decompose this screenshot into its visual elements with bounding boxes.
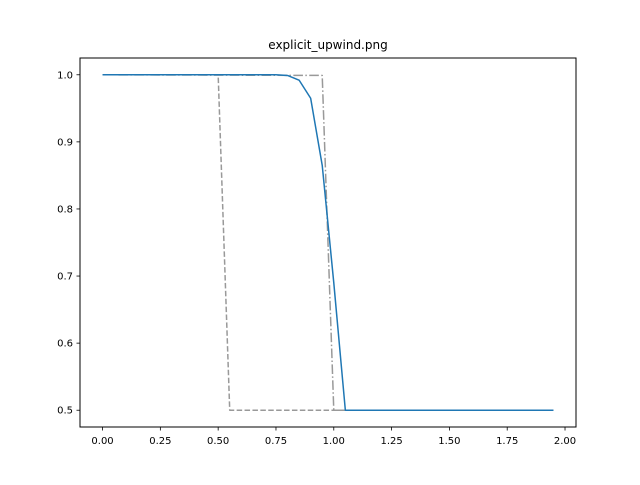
x-tick-label: 1.50 xyxy=(438,436,460,447)
y-axis: 0.5 0.6 0.7 0.8 0.9 1.0 xyxy=(57,70,80,417)
x-tick-label: 0.50 xyxy=(207,436,229,447)
series-layer xyxy=(102,74,554,411)
x-tick-label: 2.00 xyxy=(554,436,576,447)
y-tick-label: 0.7 xyxy=(57,272,73,283)
y-tick-label: 1.0 xyxy=(57,70,73,81)
y-tick-label: 0.6 xyxy=(57,339,73,350)
x-tick-label: 1.25 xyxy=(380,436,402,447)
y-tick-label: 0.8 xyxy=(57,204,73,215)
y-tick-label: 0.9 xyxy=(57,137,73,148)
x-tick-label: 0.25 xyxy=(149,436,171,447)
x-tick-label: 1.00 xyxy=(323,436,345,447)
x-axis: 0.00 0.25 0.50 0.75 1.00 1.25 1.50 1.75 2.00 xyxy=(91,427,576,447)
x-tick-label: 0.00 xyxy=(91,436,113,447)
y-tick-label: 0.5 xyxy=(57,406,73,417)
series-line-solid xyxy=(102,74,554,411)
x-tick-label: 0.75 xyxy=(265,436,287,447)
chart-title: explicit_upwind.png xyxy=(268,38,387,52)
x-tick-label: 1.75 xyxy=(496,436,518,447)
axes-frame xyxy=(79,57,577,428)
